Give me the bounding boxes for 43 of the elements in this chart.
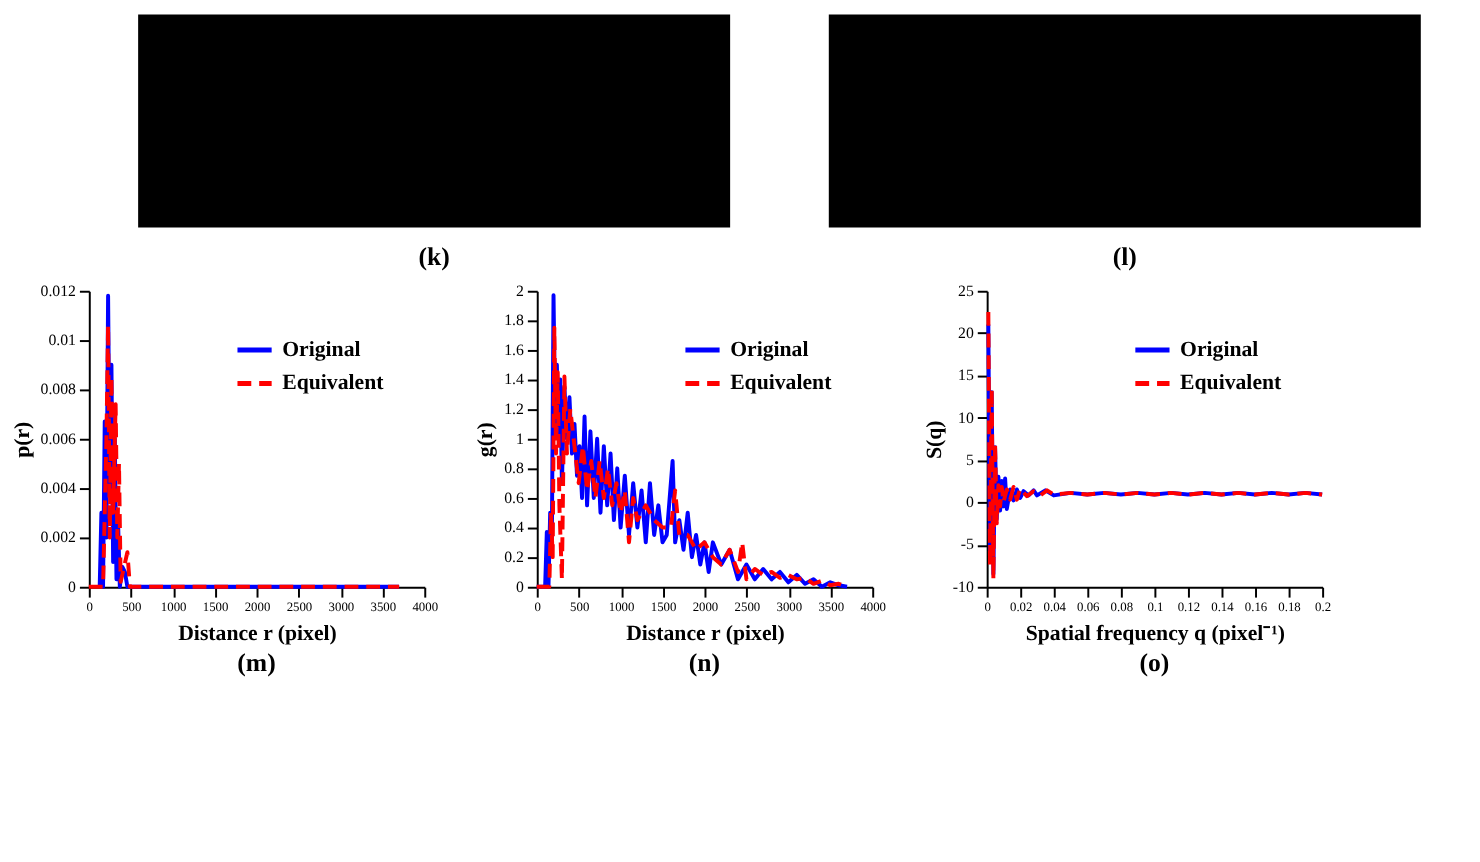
text: (l) (1112, 243, 1137, 272)
legend-label: Original (282, 337, 361, 362)
y-tick-label: 0.8 (504, 459, 525, 478)
y-tick-label: 10 (958, 408, 974, 427)
y-tick-label: 0.012 (40, 281, 77, 300)
y-tick-label: 0 (516, 577, 525, 596)
y-tick-label: 1 (516, 429, 525, 448)
legend-label: Original (1180, 337, 1259, 362)
text: (m) (237, 648, 276, 677)
y-axis-title: p(r) (10, 420, 35, 458)
y-tick-label: 0 (965, 493, 974, 512)
x-axis-title: Spatial frequency q (pixel⁻¹) (1025, 622, 1286, 647)
y-tick-label: 1.2 (504, 400, 525, 419)
y-tick-label: 0 (68, 577, 77, 596)
text: (o) (1139, 648, 1170, 677)
y-tick-label: 1.4 (504, 370, 525, 389)
text: (k) (418, 243, 450, 272)
y-tick-label: 0.4 (504, 518, 525, 537)
y-tick-label: 0.004 (40, 479, 77, 498)
x-axis-title: Distance r (pixel) (626, 622, 786, 647)
y-tick-label: 5 (965, 450, 974, 469)
text: (n) (688, 648, 721, 677)
legend-label: Original (730, 337, 809, 362)
y-tick-label: 0.6 (504, 488, 525, 507)
y-tick-label: 0.008 (40, 380, 77, 399)
y-tick-label: 25 (958, 281, 974, 300)
y-tick-label: -5 (960, 535, 974, 554)
y-tick-label: 15 (958, 366, 974, 385)
y-tick-label: -10 (952, 577, 974, 596)
y-tick-label: 0.002 (40, 528, 77, 547)
y-tick-label: 1.6 (504, 340, 525, 359)
legend-label: Equivalent (730, 371, 833, 396)
y-tick-label: 0.006 (40, 429, 77, 448)
y-tick-label: 0.2 (504, 548, 525, 567)
y-axis-title: S(q) (922, 419, 947, 460)
y-tick-label: 0.01 (48, 331, 77, 350)
y-tick-label: 1.8 (504, 311, 525, 330)
x-axis-title: Distance r (pixel) (178, 622, 338, 647)
legend-label: Equivalent (282, 371, 385, 396)
y-tick-label: 2 (516, 281, 525, 300)
legend-label: Equivalent (1180, 371, 1283, 396)
y-tick-label: 20 (958, 323, 974, 342)
y-axis-title: g(r) (474, 421, 499, 458)
